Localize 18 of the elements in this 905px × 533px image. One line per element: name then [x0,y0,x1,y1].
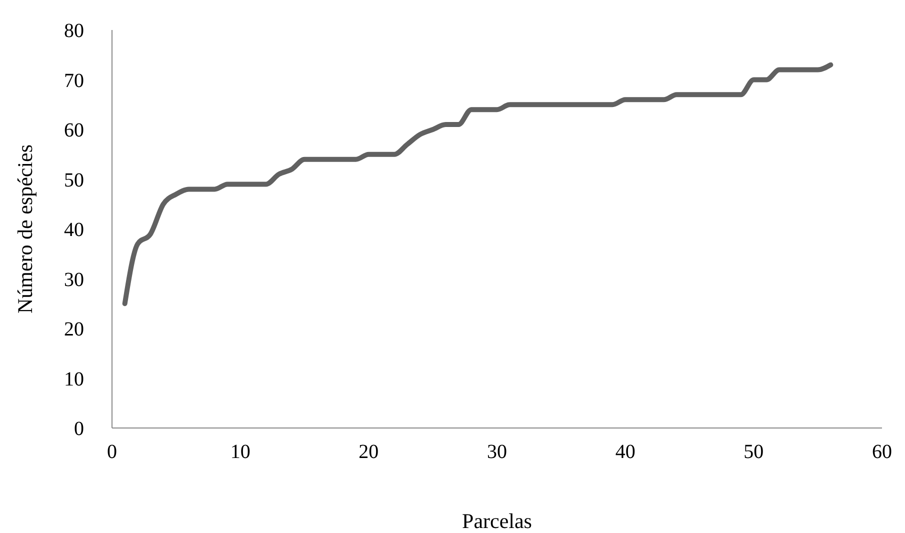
x-tick-label: 30 [487,441,507,463]
y-tick-label: 40 [64,219,84,241]
y-tick-label: 70 [64,70,84,92]
y-tick-label: 0 [74,418,84,440]
x-tick-label: 60 [872,441,892,463]
x-tick-label: 20 [358,441,379,463]
x-tick-label: 0 [107,441,117,463]
x-tick-label: 50 [744,441,764,463]
y-tick-label: 60 [64,120,84,142]
y-tick-label: 80 [64,20,84,42]
y-tick-label: 10 [64,368,84,390]
y-axis-title: Número de espécies [13,144,37,314]
x-axis-title: Parcelas [462,509,532,533]
x-tick-label: 40 [615,441,636,463]
y-tick-label: 20 [64,318,84,340]
x-tick-label: 10 [230,441,250,463]
y-tick-label: 30 [64,268,84,291]
y-tick-label: 50 [64,169,84,192]
